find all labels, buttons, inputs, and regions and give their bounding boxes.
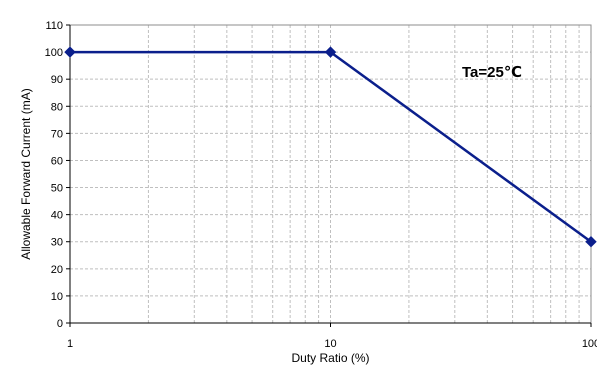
y-axis-title: Allowable Forward Current (mA) xyxy=(19,88,33,259)
y-tick-label: 100 xyxy=(45,47,63,59)
y-tick-label: 20 xyxy=(51,264,63,276)
x-tick-label: 10 xyxy=(324,338,336,350)
data-point-marker xyxy=(585,236,597,248)
axis-layer xyxy=(66,24,592,327)
label-layer: 0102030405060708090100110110100Duty Rati… xyxy=(19,20,597,365)
x-tick-label: 1 xyxy=(67,338,73,350)
y-tick-label: 50 xyxy=(51,183,63,195)
y-tick-label: 0 xyxy=(57,318,63,330)
y-tick-label: 60 xyxy=(51,155,63,167)
y-tick-label: 30 xyxy=(51,237,63,249)
temperature-annotation: Ta=25℃ xyxy=(462,64,522,81)
y-tick-label: 70 xyxy=(51,128,63,140)
data-point-marker xyxy=(64,46,76,58)
y-tick-label: 10 xyxy=(51,291,63,303)
y-tick-label: 90 xyxy=(51,74,63,86)
y-tick-label: 110 xyxy=(45,20,63,32)
y-tick-label: 40 xyxy=(51,210,63,222)
data-point-marker xyxy=(324,46,337,58)
y-tick-label: 80 xyxy=(51,101,63,113)
x-tick-label: 100 xyxy=(582,338,597,350)
series-layer xyxy=(64,46,597,248)
x-axis-title: Duty Ratio (%) xyxy=(291,351,369,365)
